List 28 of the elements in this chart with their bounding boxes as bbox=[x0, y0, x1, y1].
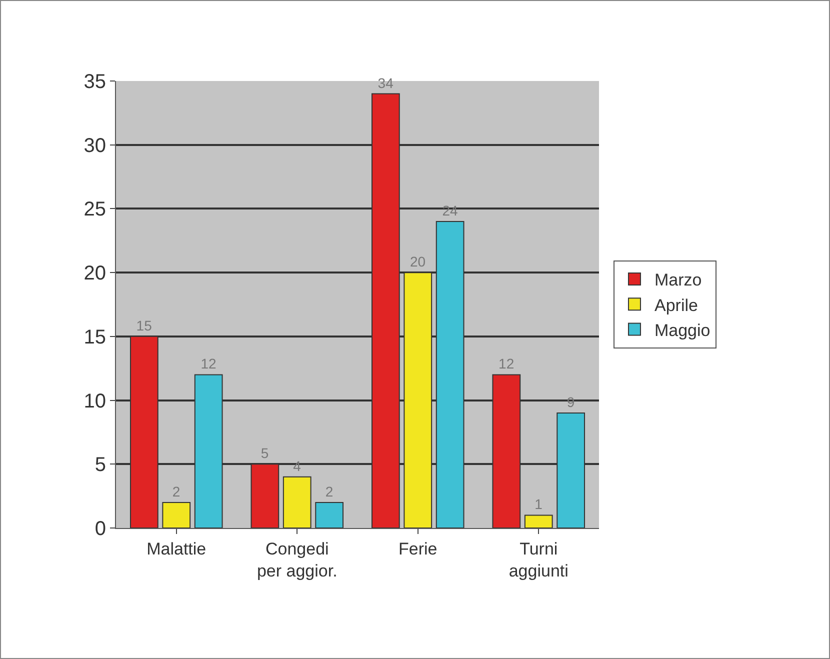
y-tick-label: 10 bbox=[84, 390, 106, 412]
bar bbox=[315, 502, 344, 528]
legend-label: Maggio bbox=[654, 320, 710, 340]
data-label: 1 bbox=[534, 496, 543, 512]
legend-label: Aprile bbox=[654, 296, 698, 315]
x-tick-label: Malattie bbox=[146, 539, 206, 558]
data-label: 5 bbox=[260, 445, 269, 462]
data-label: 20 bbox=[410, 254, 426, 270]
data-label: 12 bbox=[200, 356, 216, 372]
data-label: 2 bbox=[325, 483, 334, 500]
legend-label: Marzo bbox=[654, 270, 702, 290]
y-tick-label: 35 bbox=[84, 71, 106, 93]
y-tick-label: 25 bbox=[84, 198, 106, 221]
y-tick-label: 20 bbox=[84, 262, 106, 285]
bar bbox=[282, 476, 312, 528]
x-tick-label: Congedi per aggior. bbox=[256, 539, 338, 580]
y-tick-label: 5 bbox=[94, 454, 106, 476]
data-label: 15 bbox=[136, 317, 152, 334]
bar bbox=[524, 514, 553, 528]
y-tick-label: 30 bbox=[84, 134, 106, 157]
data-label: 34 bbox=[378, 74, 394, 91]
data-label: 2 bbox=[172, 483, 180, 500]
data-label: 12 bbox=[498, 356, 514, 372]
y-tick-label: 0 bbox=[94, 518, 106, 540]
x-tick-label: Ferie bbox=[398, 539, 438, 558]
y-tick-label: 15 bbox=[84, 326, 106, 348]
bar bbox=[162, 502, 191, 528]
x-tick-label: Turni aggiunti bbox=[508, 539, 568, 580]
